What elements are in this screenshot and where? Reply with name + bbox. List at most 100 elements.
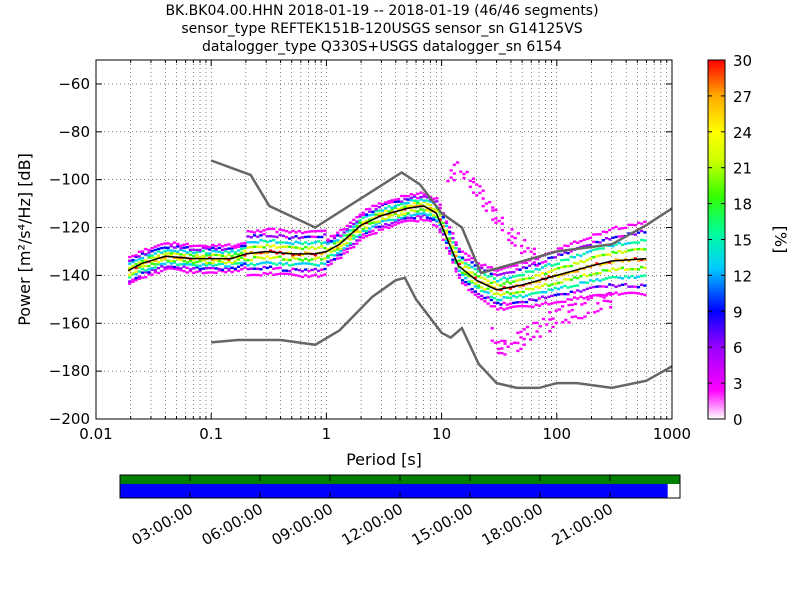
histogram-cell — [134, 270, 138, 273]
histogram-cell — [633, 223, 637, 227]
histogram-cell — [588, 243, 593, 247]
histogram-cell — [252, 231, 257, 234]
histogram-cell — [198, 259, 202, 263]
histogram-cell — [268, 227, 273, 231]
histogram-cell — [582, 252, 586, 256]
histogram-cell — [313, 267, 317, 271]
histogram-cell — [567, 310, 571, 313]
histogram-cell — [163, 246, 167, 249]
histogram-cell — [377, 220, 381, 223]
histogram-cell — [502, 308, 506, 311]
histogram-cell — [390, 224, 394, 228]
timeline-tick-label: 03:00:00 — [129, 500, 196, 549]
histogram-cell — [614, 235, 618, 239]
histogram-cell — [188, 248, 193, 252]
histogram-cell — [268, 257, 273, 260]
histogram-cell — [614, 258, 618, 261]
histogram-cell — [240, 242, 244, 245]
histogram-cell — [409, 199, 413, 202]
histogram-cell — [377, 228, 381, 231]
histogram-cell — [492, 277, 497, 280]
histogram-cell — [624, 275, 628, 278]
histogram-cell — [493, 341, 498, 345]
histogram-cell — [230, 270, 234, 274]
histogram-cell — [259, 274, 263, 277]
histogram-cell — [422, 212, 426, 215]
histogram-cell — [259, 230, 263, 233]
histogram-cell — [487, 200, 492, 204]
histogram-cell — [454, 241, 458, 244]
histogram-cell — [291, 267, 295, 271]
histogram-cell — [134, 262, 138, 266]
histogram-cell — [499, 278, 503, 281]
histogram-cell — [473, 285, 477, 288]
histogram-cell — [496, 308, 500, 311]
histogram-cell — [492, 273, 497, 276]
histogram-cell — [422, 219, 426, 222]
histogram-cell — [476, 286, 481, 289]
histogram-cell — [144, 269, 148, 272]
histogram-cell — [256, 235, 260, 238]
histogram-cell — [601, 278, 605, 281]
histogram-cell — [643, 266, 647, 269]
histogram-cell — [428, 219, 433, 223]
histogram-cell — [192, 261, 196, 265]
histogram-cell — [598, 241, 602, 244]
histogram-cell — [252, 255, 257, 259]
histogram-cell — [624, 242, 628, 246]
histogram-cell — [544, 301, 548, 304]
histogram-cell — [534, 291, 538, 295]
histogram-cell — [195, 244, 199, 248]
histogram-cell — [563, 258, 567, 262]
histogram-cell — [630, 285, 634, 288]
histogram-cell — [284, 258, 289, 261]
histogram-cell — [310, 241, 314, 245]
histogram-cell — [268, 271, 273, 275]
histogram-cell — [620, 235, 625, 238]
histogram-cell — [211, 243, 215, 247]
histogram-cell — [528, 287, 532, 291]
histogram-cell — [249, 236, 253, 239]
histogram-cell — [316, 240, 321, 243]
histogram-cell — [345, 244, 349, 248]
histogram-cell — [531, 276, 535, 280]
histogram-cell — [598, 279, 602, 282]
histogram-cell — [380, 217, 385, 220]
histogram-cell — [595, 272, 599, 275]
histogram-cell — [246, 274, 250, 277]
histogram-cell — [572, 240, 577, 243]
histogram-cell — [160, 246, 164, 250]
histogram-cell — [345, 230, 349, 233]
histogram-cell — [182, 262, 186, 266]
histogram-cell — [425, 209, 429, 212]
histogram-cell — [576, 289, 580, 292]
colorbar: 0 3 6 9 12 15 18 21 24 27 30 [%] — [707, 52, 790, 429]
histogram-cell — [540, 302, 545, 306]
histogram-cell — [169, 244, 173, 248]
histogram-cell — [342, 234, 346, 237]
histogram-cell — [329, 234, 333, 238]
histogram-cell — [348, 242, 353, 245]
histogram-cell — [281, 272, 285, 275]
histogram-cell — [416, 200, 420, 203]
histogram-cell — [585, 244, 589, 247]
histogram-cell — [544, 291, 548, 294]
histogram-cell — [604, 294, 609, 297]
histogram-cell — [602, 296, 606, 299]
histogram-cell — [576, 276, 580, 280]
histogram-cell — [592, 248, 596, 252]
histogram-cell — [403, 212, 407, 215]
histogram-cell — [588, 286, 593, 290]
histogram-cell — [598, 293, 602, 297]
histogram-cell — [454, 261, 458, 265]
histogram-cell — [422, 213, 426, 217]
histogram-cell — [288, 245, 292, 249]
histogram-cell — [172, 252, 177, 255]
histogram-cell — [636, 221, 641, 225]
histogram-cell — [256, 241, 260, 244]
histogram-cell — [336, 251, 340, 255]
histogram-cell — [441, 215, 445, 219]
histogram-cell — [323, 229, 327, 232]
histogram-cell — [236, 262, 241, 265]
histogram-cell — [425, 213, 429, 217]
